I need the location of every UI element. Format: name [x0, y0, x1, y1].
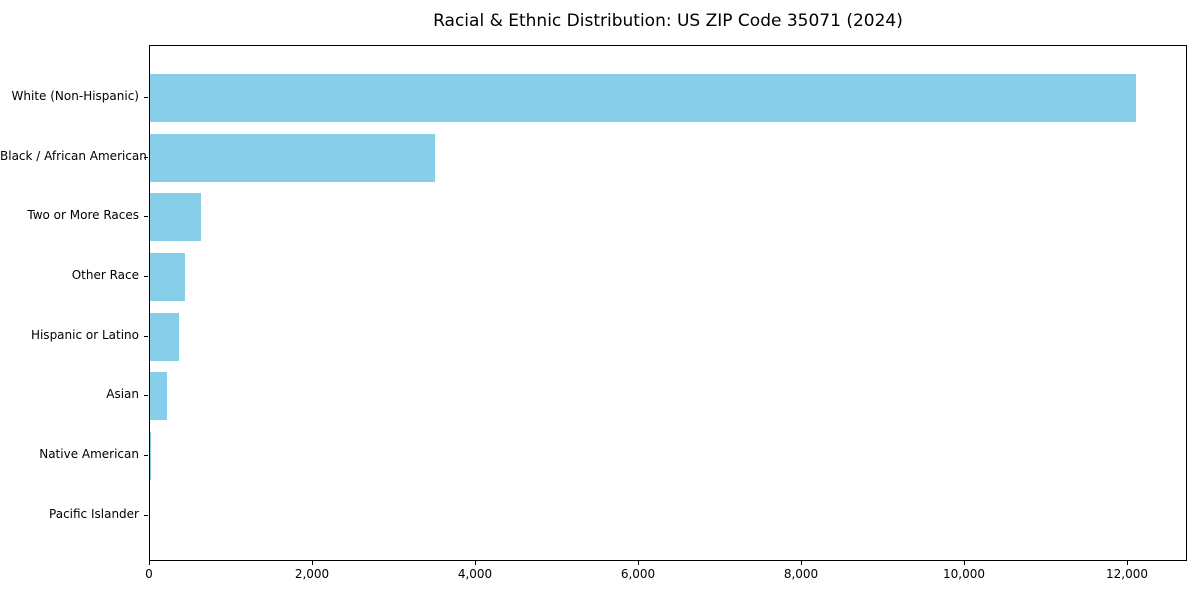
x-axis-tick: [312, 560, 313, 565]
bar: [150, 431, 152, 480]
x-axis-tick: [475, 560, 476, 565]
y-axis-tick: [144, 97, 148, 98]
x-axis-tick-label: 10,000: [943, 567, 985, 581]
y-axis-tick: [144, 514, 148, 516]
x-axis-tick: [149, 560, 150, 565]
y-axis-tick: [144, 156, 148, 158]
y-axis-tick: [144, 395, 148, 397]
chart-title: Racial & Ethnic Distribution: US ZIP Cod…: [433, 11, 903, 31]
x-axis-tick-label: 8,000: [783, 567, 819, 581]
y-axis-label: Asian: [106, 387, 139, 402]
y-axis-tick: [144, 335, 148, 337]
bar: [150, 372, 168, 421]
x-axis-tick: [1127, 560, 1128, 565]
plot-area: [149, 45, 1187, 561]
y-axis-label: White (Non-Hispanic): [11, 89, 139, 103]
y-axis-label: Native American: [39, 446, 139, 461]
bar: [150, 74, 1137, 122]
x-axis-tick: [638, 560, 639, 565]
x-axis-tick-label: 12,000: [1106, 567, 1148, 581]
y-axis-label: Pacific Islander: [49, 506, 139, 521]
y-axis-label: Two or More Races: [27, 208, 139, 223]
y-axis-label: Hispanic or Latino: [30, 327, 139, 342]
bar: [150, 252, 185, 301]
x-axis-tick: [801, 560, 802, 565]
y-axis-tick: [144, 275, 148, 277]
x-axis-tick-label: 4,000: [457, 567, 493, 581]
x-axis-tick: [964, 560, 965, 565]
x-axis-tick-label: 2,000: [294, 567, 330, 581]
x-axis-tick-label: 0: [145, 567, 153, 581]
y-axis-tick: [144, 216, 148, 218]
y-axis-tick: [144, 454, 148, 456]
y-axis-label: Black / African American: [0, 148, 147, 163]
bar: [150, 133, 436, 182]
y-axis-label: Other Race: [71, 267, 139, 282]
bar: [150, 312, 180, 361]
bar: [150, 193, 201, 242]
x-axis-tick-label: 6,000: [620, 567, 656, 581]
